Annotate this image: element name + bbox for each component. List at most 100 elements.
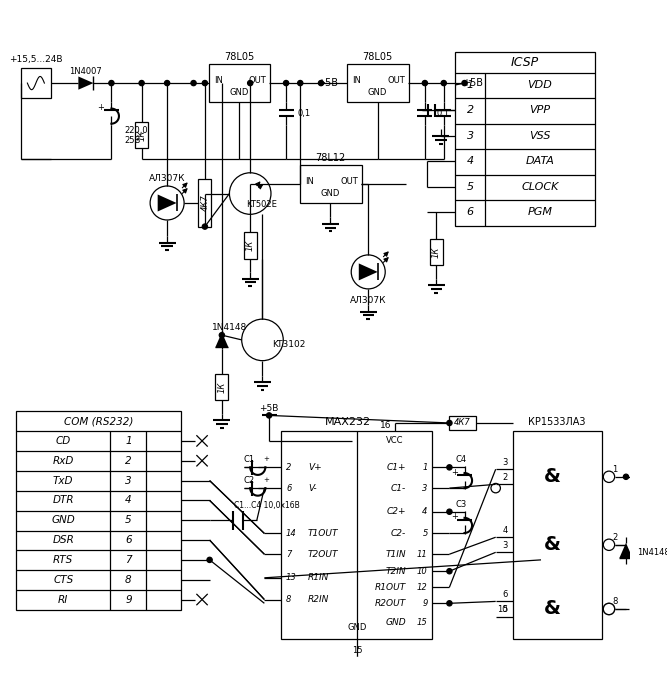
Text: VDD: VDD <box>528 80 552 90</box>
Bar <box>243 233 257 259</box>
Text: 1К: 1К <box>217 381 226 393</box>
Text: PGM: PGM <box>528 208 552 218</box>
Circle shape <box>219 333 225 338</box>
Circle shape <box>150 186 184 220</box>
Text: GND: GND <box>229 88 249 97</box>
Circle shape <box>247 80 253 86</box>
Text: OUT: OUT <box>249 76 267 84</box>
Text: R2IN: R2IN <box>307 595 329 604</box>
Bar <box>209 64 270 102</box>
Text: 1N4007: 1N4007 <box>69 67 102 76</box>
Text: C3: C3 <box>455 500 466 508</box>
Circle shape <box>191 80 196 86</box>
Bar <box>21 68 51 98</box>
Text: VSS: VSS <box>530 131 551 141</box>
Text: C2-: C2- <box>391 529 406 538</box>
Text: 16: 16 <box>380 421 391 431</box>
Text: C2+: C2+ <box>386 507 406 516</box>
Polygon shape <box>157 195 177 212</box>
Circle shape <box>318 80 323 86</box>
Text: DTR: DTR <box>53 496 74 506</box>
Text: 1: 1 <box>467 80 474 90</box>
Text: COM (RS232): COM (RS232) <box>63 416 133 426</box>
Text: 14: 14 <box>286 529 297 538</box>
Text: 8: 8 <box>286 595 291 604</box>
Text: 1К: 1К <box>137 129 146 141</box>
Circle shape <box>297 80 303 86</box>
Text: GND: GND <box>386 618 406 627</box>
Text: GND: GND <box>348 623 367 632</box>
Circle shape <box>447 509 452 514</box>
Circle shape <box>422 80 428 86</box>
Text: &: & <box>544 600 561 619</box>
Circle shape <box>441 80 446 86</box>
Text: 9: 9 <box>125 594 131 604</box>
Text: 4: 4 <box>502 526 508 535</box>
Text: 5: 5 <box>422 529 428 538</box>
Text: 4: 4 <box>125 496 131 506</box>
Text: CTS: CTS <box>53 575 73 585</box>
Text: АЛ307К: АЛ307К <box>350 295 386 305</box>
Circle shape <box>352 255 386 289</box>
Text: 5: 5 <box>125 515 131 525</box>
Text: C1: C1 <box>243 456 255 464</box>
Text: АЛ307К: АЛ307К <box>149 174 185 183</box>
Bar <box>450 416 476 429</box>
Circle shape <box>202 224 207 229</box>
Text: +: + <box>263 456 269 462</box>
Text: 7: 7 <box>125 555 131 565</box>
Text: 1: 1 <box>422 463 428 472</box>
Bar <box>281 431 432 639</box>
Bar <box>348 64 409 102</box>
Text: 2: 2 <box>286 463 291 472</box>
Text: 6: 6 <box>467 208 474 218</box>
Text: 3: 3 <box>125 476 131 485</box>
Bar <box>215 374 229 400</box>
Bar <box>198 179 211 226</box>
Text: 15: 15 <box>352 646 362 655</box>
Polygon shape <box>620 543 632 558</box>
Circle shape <box>266 413 271 418</box>
Text: C2: C2 <box>243 476 255 485</box>
Text: 5: 5 <box>467 182 474 192</box>
Circle shape <box>447 569 452 574</box>
Circle shape <box>447 601 452 606</box>
Text: +: + <box>451 468 458 477</box>
Text: 6: 6 <box>286 483 291 493</box>
Text: ICSP: ICSP <box>511 56 539 69</box>
Text: C1-: C1- <box>391 483 406 493</box>
Circle shape <box>229 173 271 214</box>
Text: 3: 3 <box>502 541 508 550</box>
Text: 8: 8 <box>612 597 618 606</box>
Text: 220,0
25В: 220,0 25В <box>125 126 148 145</box>
Text: +5В: +5В <box>462 78 483 88</box>
Circle shape <box>604 539 615 550</box>
Text: T1IN: T1IN <box>386 550 406 558</box>
Bar <box>455 52 595 226</box>
Polygon shape <box>359 264 378 281</box>
Text: 11: 11 <box>417 550 428 558</box>
Circle shape <box>604 603 615 614</box>
Text: DATA: DATA <box>526 156 554 166</box>
Circle shape <box>139 80 144 86</box>
Text: 1N4148: 1N4148 <box>637 548 667 557</box>
Circle shape <box>462 80 467 86</box>
Text: VCC: VCC <box>386 437 404 445</box>
Text: 2: 2 <box>125 456 131 466</box>
Text: 7: 7 <box>286 550 291 558</box>
Text: 13: 13 <box>286 573 297 582</box>
Text: R1OUT: R1OUT <box>375 583 406 592</box>
Text: GND: GND <box>51 515 75 525</box>
Text: +5В: +5В <box>259 404 279 413</box>
Text: OUT: OUT <box>388 76 406 84</box>
Text: 1: 1 <box>125 436 131 446</box>
Text: +15,5...24В: +15,5...24В <box>9 55 63 64</box>
Bar <box>135 122 148 148</box>
Text: RI: RI <box>58 594 69 604</box>
Circle shape <box>241 319 283 361</box>
Text: 4: 4 <box>467 156 474 166</box>
Text: RxD: RxD <box>53 456 74 466</box>
Circle shape <box>447 464 452 470</box>
Text: IN: IN <box>352 76 362 84</box>
Text: 0,1: 0,1 <box>436 109 450 118</box>
